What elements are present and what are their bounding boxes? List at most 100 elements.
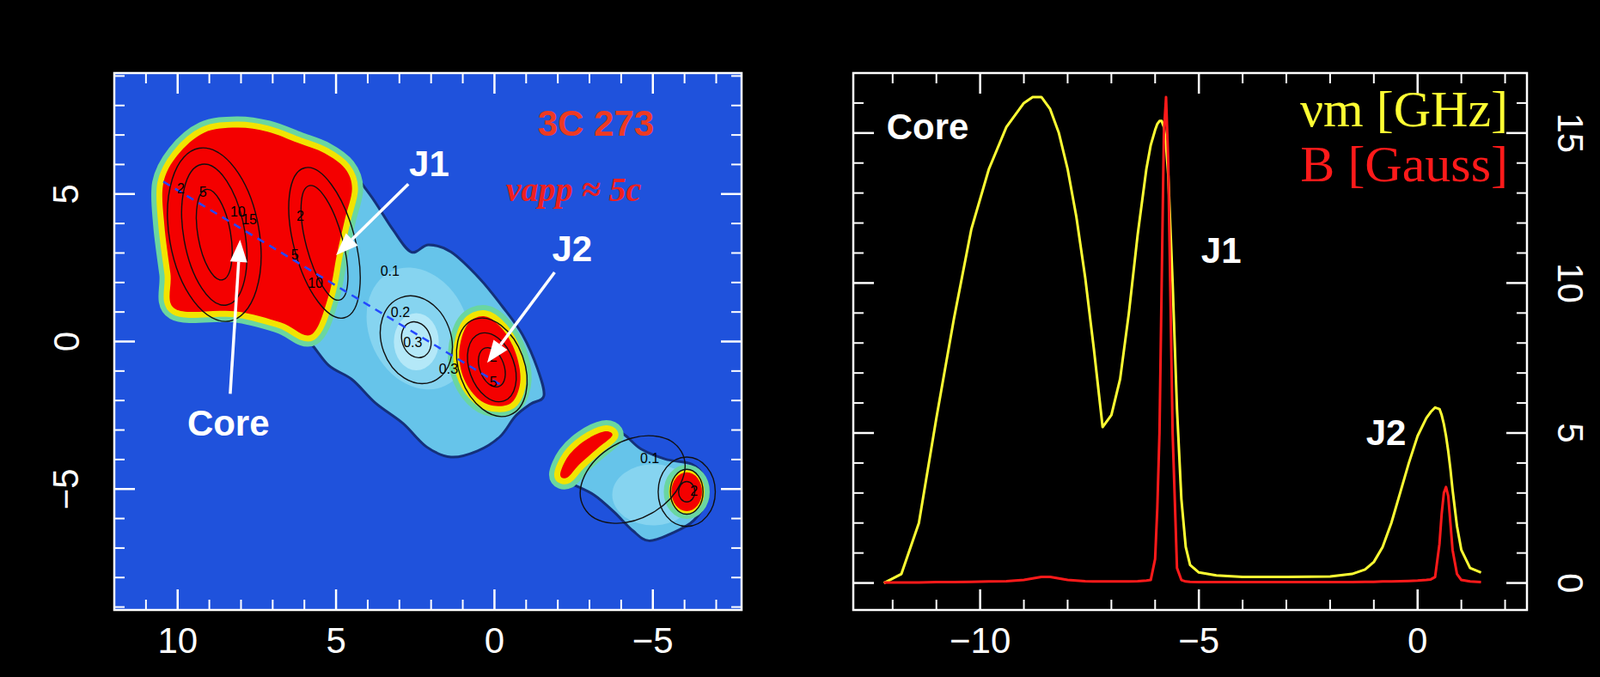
annotation: J1 [409,143,450,184]
minor-tick [114,311,125,313]
minor-tick [430,73,433,84]
annotation: J2 [551,228,593,269]
minor-tick [398,599,401,611]
minor-tick [1241,599,1244,611]
minor-tick [853,162,864,165]
minor-tick [731,458,742,461]
y-tick-label: 0 [46,331,87,352]
x-tick-label: 0 [484,620,505,661]
annotation: J2 [1366,412,1407,453]
minor-tick [731,370,742,373]
minor-tick [114,74,125,77]
minor-tick [1516,102,1527,104]
map-image [114,73,742,611]
minor-tick [1110,599,1112,611]
minor-tick [556,599,559,611]
minor-tick [853,102,864,104]
minor-tick [114,606,125,609]
x-tick [978,589,982,611]
minor-tick [1110,73,1112,84]
x-tick [1416,589,1419,611]
minor-tick [1516,522,1527,525]
minor-tick [715,599,718,611]
y-tick [853,281,874,285]
contour-line [189,186,239,283]
minor-tick [731,281,742,284]
minor-tick [853,222,864,225]
minor-tick [1023,73,1026,84]
minor-tick [114,547,125,550]
contour-line [658,457,716,527]
y-tick [1506,432,1527,435]
minor-tick [1516,492,1527,495]
contour-label: 0.2 [390,305,410,320]
legend-entry: νm [GHz] [1300,80,1509,138]
minor-tick [731,251,742,254]
minor-tick [853,552,864,555]
minor-tick [1516,372,1527,374]
minor-tick [1516,402,1527,404]
minor-tick [271,73,274,84]
contour-label: 5 [489,374,498,390]
minor-tick [731,74,742,77]
contour-line [443,308,540,428]
emission-edge [665,467,708,517]
minor-tick [145,73,147,84]
arrow [230,262,239,394]
y-tick [720,488,742,491]
minor-tick [731,163,742,165]
minor-tick [1516,162,1527,165]
x-tick [176,589,179,611]
contour-label: 0.3 [439,361,459,377]
arrow [500,272,555,345]
minor-tick [1066,599,1069,611]
annotation: vapp ≈ 5c [506,170,642,209]
x-tick [652,73,655,94]
minor-tick [731,547,742,550]
contour-line [291,181,358,306]
minor-tick [1154,599,1156,611]
minor-tick [891,599,894,611]
figure: 1050−5−50525101525100.10.20.30.3250.123C… [0,0,1600,677]
y-tick [853,581,874,585]
background [0,0,1600,677]
x-tick [335,589,338,611]
minor-tick [462,73,465,84]
x-tick-label: −10 [949,620,1011,661]
contour-label: 10 [307,275,324,291]
arrow [352,183,410,239]
minor-tick [620,599,623,611]
annotation: 3C 273 [537,103,654,144]
minor-tick [853,462,864,465]
minor-tick [1516,192,1527,195]
minor-tick [683,599,686,611]
contour-label: 0.3 [403,335,422,350]
minor-tick [1460,599,1463,611]
minor-tick [366,599,369,611]
x-tick [493,589,496,611]
minor-tick [114,104,125,107]
minor-tick [239,599,242,611]
map-background [114,73,742,611]
minor-tick [1285,599,1288,611]
minor-tick [1373,599,1375,611]
x-tick [1197,589,1201,611]
minor-tick [731,134,742,136]
emission-edge [162,127,353,336]
minor-tick [1023,599,1026,611]
minor-tick [731,399,742,402]
contour-label: 2 [690,483,698,499]
x-tick [493,73,496,94]
minor-tick [1329,599,1332,611]
contour-line [154,140,274,329]
minor-tick [114,134,125,136]
annotation: J1 [1201,230,1242,271]
minor-tick [114,163,125,165]
minor-tick [853,192,864,195]
minor-tick [588,73,591,84]
x-tick-label: −5 [1178,620,1220,661]
minor-tick [366,73,369,84]
minor-tick [1516,72,1527,74]
minor-tick [731,429,742,432]
minor-tick [853,492,864,495]
